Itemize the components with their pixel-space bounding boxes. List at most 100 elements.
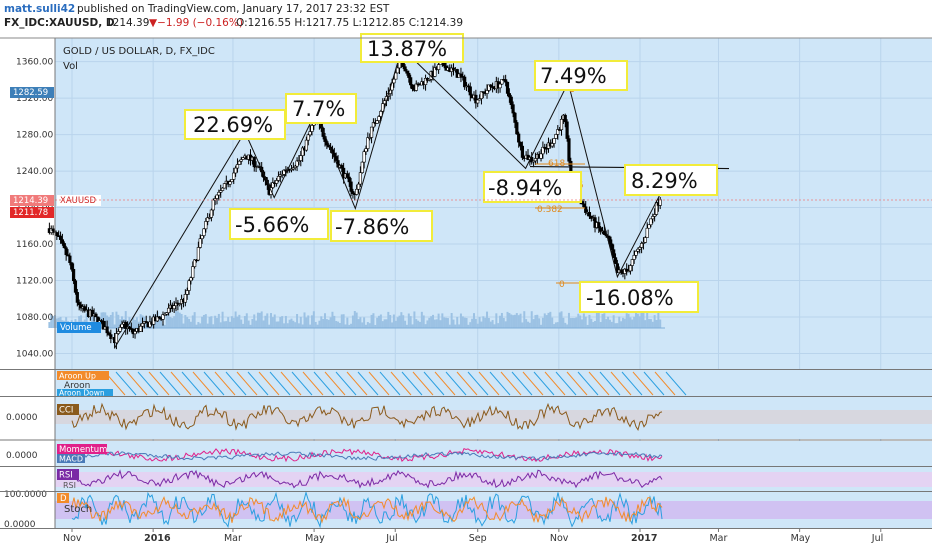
fib-label-618: 618 bbox=[548, 159, 565, 169]
volume-bar bbox=[175, 311, 178, 328]
x-tick-label: Sep bbox=[469, 533, 487, 544]
annotation-minus-5-66[interactable]: -5.66% bbox=[229, 208, 329, 240]
candle-body bbox=[133, 331, 137, 335]
annotation-7-49[interactable]: 7.49% bbox=[534, 60, 628, 91]
volume-bar bbox=[478, 317, 481, 328]
ohlc-values: O:1216.55 H:1217.75 L:1212.85 C:1214.39 bbox=[236, 17, 463, 29]
rsi-badge bbox=[57, 469, 79, 480]
volume-bar bbox=[236, 316, 239, 328]
momentum-pane[interactable]: Momentum MACD 0.0000 bbox=[6, 441, 932, 466]
volume-bar bbox=[623, 318, 626, 328]
volume-bar bbox=[305, 317, 308, 328]
candle-body bbox=[597, 222, 601, 228]
volume-bar bbox=[104, 312, 107, 328]
candle-body bbox=[507, 93, 511, 98]
volume-bar bbox=[534, 315, 537, 328]
volume-bar bbox=[85, 313, 88, 328]
volume-bar bbox=[599, 322, 602, 328]
volume-bar bbox=[564, 322, 567, 328]
volume-bar bbox=[212, 324, 215, 328]
volume-bar bbox=[502, 317, 505, 328]
candle-body bbox=[381, 103, 385, 112]
volume-bar bbox=[299, 316, 302, 328]
candle-body bbox=[304, 139, 308, 151]
candle-body bbox=[558, 129, 562, 131]
rsi-short-label: RSI bbox=[63, 481, 76, 490]
candle-body bbox=[466, 85, 471, 88]
volume-bar bbox=[474, 318, 477, 328]
volume-bar bbox=[513, 314, 516, 328]
annotation-minus-16-08[interactable]: -16.08% bbox=[579, 281, 699, 313]
volume-bar bbox=[249, 324, 252, 328]
volume-bar bbox=[327, 319, 330, 328]
candle-body bbox=[615, 263, 619, 274]
candle-body bbox=[306, 134, 310, 141]
volume-bar bbox=[363, 317, 366, 328]
candle-body bbox=[94, 313, 98, 318]
candle-body bbox=[215, 194, 219, 199]
volume-bar bbox=[281, 316, 284, 328]
volume-bar bbox=[594, 321, 597, 328]
volume-label: Volume bbox=[60, 323, 92, 333]
volume-bar bbox=[445, 317, 448, 328]
annotation-22-69[interactable]: 22.69% bbox=[184, 109, 286, 140]
candle-body bbox=[234, 167, 238, 174]
candle-body bbox=[165, 312, 169, 315]
rsi-line bbox=[71, 469, 663, 489]
rsi-pane[interactable]: RSI RSI bbox=[55, 467, 932, 491]
volume-bar bbox=[579, 315, 582, 328]
candle-body bbox=[356, 183, 361, 190]
volume-bar bbox=[387, 311, 390, 328]
annotation-minus-7-86[interactable]: -7.86% bbox=[330, 210, 433, 242]
cci-value: 0.0000 bbox=[6, 413, 38, 423]
volume-bar bbox=[653, 315, 656, 328]
svg-text:7.49%: 7.49% bbox=[540, 64, 607, 88]
annotation-7-7[interactable]: 7.7% bbox=[285, 93, 357, 124]
candle-body bbox=[178, 303, 182, 305]
volume-bar bbox=[618, 316, 621, 328]
time-axis[interactable]: Nov 2016 Mar May Jul Sep Nov 2017 Mar May Jul bbox=[63, 528, 883, 544]
candle-body bbox=[437, 64, 441, 70]
volume-bar bbox=[487, 317, 490, 328]
volume-bar bbox=[342, 314, 345, 328]
cci-pane[interactable]: CCI 0.0000 bbox=[6, 397, 932, 439]
volume-bar bbox=[178, 312, 181, 328]
candle-body bbox=[405, 70, 409, 74]
volume-bar bbox=[493, 324, 496, 328]
candle-body bbox=[345, 173, 349, 178]
candle-body bbox=[451, 67, 456, 71]
aroon-down-line bbox=[115, 371, 687, 396]
aroon-down-badge bbox=[57, 389, 113, 396]
x-tick-label: Jul bbox=[385, 533, 397, 544]
y-tick-label: 1280.00 bbox=[16, 131, 53, 141]
candle-body bbox=[166, 307, 171, 314]
candle-body bbox=[276, 176, 281, 181]
candle-body bbox=[653, 214, 657, 217]
volume-bar bbox=[396, 317, 399, 328]
candle-body bbox=[628, 265, 633, 272]
candle-body bbox=[489, 84, 493, 87]
fib-label-0382: 0.382 bbox=[537, 205, 563, 215]
aroon-up-label: Aroon Up bbox=[59, 372, 96, 381]
annotation-minus-8-94[interactable]: -8.94% bbox=[483, 171, 582, 203]
stoch-pane[interactable]: D Stoch 100.0000 0.0000 bbox=[4, 490, 932, 530]
volume-bar bbox=[376, 317, 379, 328]
volume-bar bbox=[530, 311, 533, 328]
candle-body bbox=[299, 155, 303, 161]
volume-bar bbox=[620, 321, 623, 328]
volume-bar bbox=[472, 313, 475, 328]
candle-body bbox=[612, 249, 616, 258]
candle-body bbox=[485, 90, 489, 94]
badge-last bbox=[10, 87, 54, 98]
candle-body bbox=[51, 228, 55, 232]
candle-body bbox=[202, 228, 206, 236]
volume-bar bbox=[193, 312, 196, 328]
candle-body bbox=[476, 99, 480, 104]
annotation-13-87[interactable]: 13.87% bbox=[360, 33, 464, 63]
aroon-pane[interactable]: Aroon Up Aroon Aroon Down bbox=[55, 370, 932, 398]
volume-bar bbox=[283, 323, 286, 328]
annotation-8-29[interactable]: 8.29% bbox=[624, 164, 718, 196]
volume-bar bbox=[446, 318, 449, 328]
volume-bar bbox=[649, 319, 652, 328]
volume-bar bbox=[510, 314, 513, 328]
